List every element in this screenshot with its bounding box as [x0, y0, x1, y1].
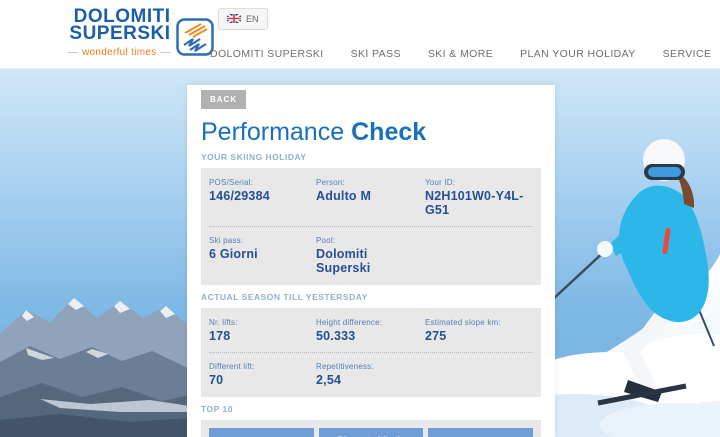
- skiing-holiday-box: POS/Serial: 146/29384 Person: Adulto M Y…: [201, 168, 541, 286]
- main-nav: DOLOMITI SUPERSKI SKI PASS SKI & MORE PL…: [210, 48, 711, 60]
- actual-season-box: Nr. lifts: 178 Height difference: 50.333…: [201, 308, 541, 398]
- stat-estimated-slope-km: Estimated slope km: 275: [425, 316, 533, 345]
- stat-nr-lifts: Nr. lifts: 178: [209, 316, 316, 345]
- stat-value: 2,54: [316, 373, 342, 388]
- stat-row: Different lift: 70 Repetitiveness: 2,54: [209, 360, 533, 389]
- back-button[interactable]: BACK: [201, 90, 247, 109]
- skier-figure: [550, 139, 715, 406]
- stat-label: POS/Serial:: [209, 178, 253, 188]
- stat-label: Different lift:: [209, 362, 255, 372]
- stat-label: Nr. lifts:: [209, 318, 238, 328]
- biggest-altitude-difference-button[interactable]: Biggest altitude difference: [318, 428, 424, 437]
- stat-your-id: Your ID: N2H101W0-Y4L-G51: [425, 176, 533, 219]
- logo[interactable]: DOLOMITI SUPERSKI wonderful times: [68, 6, 214, 61]
- stat-height-difference: Height difference: 50.333: [316, 316, 425, 345]
- stat-value: 146/29384: [209, 189, 270, 204]
- stat-value: Adulto M: [316, 189, 372, 204]
- stat-value: Dolomiti Superski: [316, 247, 371, 276]
- stat-label: Repetitiveness:: [316, 362, 374, 372]
- logo-line1: DOLOMITI: [73, 6, 171, 27]
- language-selector[interactable]: EN: [218, 8, 268, 30]
- stat-ski-pass: Ski pass: 6 Giorni: [209, 234, 316, 277]
- nav-item-service[interactable]: SERVICE: [662, 48, 712, 60]
- skiing-areas-list-button[interactable]: Skiing areas list: [428, 428, 534, 437]
- stat-different-lift: Different lift: 70: [209, 360, 316, 389]
- logo-line2: SUPERSKI: [69, 23, 171, 44]
- page-title-regular: Performance: [201, 118, 345, 146]
- dotted-separator: [209, 226, 533, 228]
- uk-flag-icon: [226, 12, 242, 25]
- section-heading-your-skiing-holiday: YOUR SKIING HOLIDAY: [201, 152, 307, 163]
- stat-value: 178: [209, 329, 231, 344]
- stat-value: N2H101W0-Y4L-G51: [425, 189, 524, 218]
- stat-value: 6 Giorni: [209, 247, 258, 262]
- nav-item-ski-pass[interactable]: SKI PASS: [350, 48, 401, 60]
- logo-text: DOLOMITI SUPERSKI wonderful times: [68, 6, 171, 61]
- stat-label: Your ID:: [425, 178, 456, 188]
- section-heading-top10: TOP 10: [201, 404, 233, 415]
- stat-label: Height difference:: [316, 318, 383, 328]
- performance-check-panel: BACK Performance Check YOUR SKIING HOLIDA…: [187, 85, 555, 437]
- site-header: DOLOMITI SUPERSKI wonderful times: [0, 0, 720, 69]
- stat-label: Ski pass:: [209, 236, 244, 246]
- mountains-left: [0, 298, 190, 437]
- stat-person: Person: Adulto M: [316, 176, 425, 219]
- tagline-rule: [68, 52, 78, 53]
- button-label: Biggest altitude difference: [322, 435, 421, 437]
- stat-label: Pool:: [316, 236, 336, 246]
- language-label: EN: [246, 14, 259, 24]
- logo-tagline: wonderful times: [82, 47, 157, 58]
- stat-value: 275: [425, 329, 447, 344]
- nav-item-ski-and-more[interactable]: SKI & MORE: [427, 48, 494, 60]
- stat-value: 70: [209, 373, 224, 388]
- tagline-rule: [160, 52, 171, 53]
- stat-label: Person:: [316, 178, 345, 188]
- stat-row: Ski pass: 6 Giorni Pool: Dolomiti Supers…: [209, 234, 533, 277]
- stat-pos-serial: POS/Serial: 146/29384: [209, 176, 316, 219]
- section-heading-actual-season: ACTUAL SEASON TILL YESTERSDAY: [201, 292, 368, 303]
- stat-label: Estimated slope km:: [425, 318, 501, 328]
- stat-pool: Pool: Dolomiti Superski: [316, 234, 425, 277]
- stat-row: POS/Serial: 146/29384 Person: Adulto M Y…: [209, 176, 533, 219]
- stat-repetitiveness: Repetitiveness: 2,54: [316, 360, 425, 389]
- dotted-separator: [209, 352, 533, 354]
- top10-button-box: Most used lifts Biggest altitude differe…: [201, 420, 541, 437]
- most-used-lifts-button[interactable]: Most used lifts: [209, 428, 314, 437]
- dolomiti-logo-icon: [175, 18, 214, 61]
- nav-item-dolomiti-superski[interactable]: DOLOMITI SUPERSKI: [210, 48, 324, 60]
- stat-value: 50.333: [316, 329, 356, 344]
- page-title: Performance Check: [201, 119, 541, 145]
- stat-row: Nr. lifts: 178 Height difference: 50.333…: [209, 316, 533, 345]
- nav-item-plan-your-holiday[interactable]: PLAN YOUR HOLIDAY: [520, 48, 636, 60]
- page-title-bold: Check: [351, 118, 427, 146]
